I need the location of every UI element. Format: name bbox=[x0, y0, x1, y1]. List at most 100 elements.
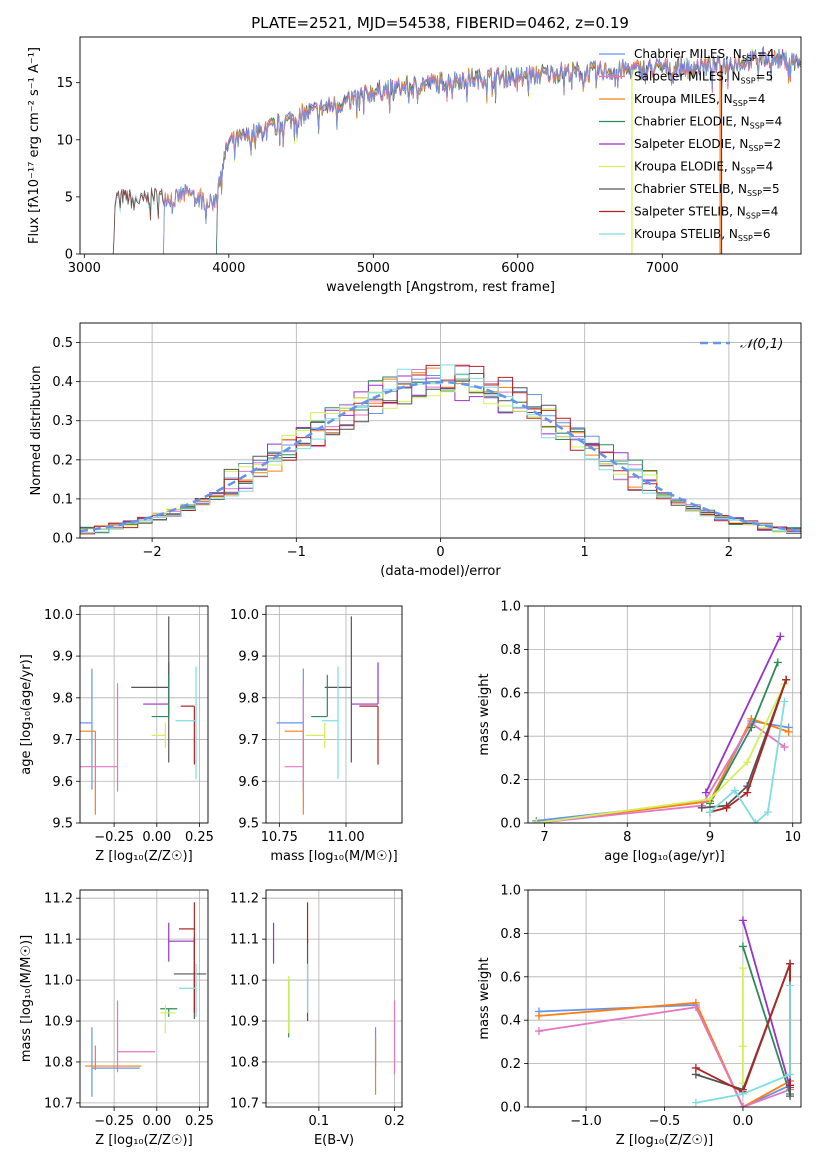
weight-line bbox=[536, 683, 786, 823]
y-tick-label: 0.3 bbox=[52, 414, 73, 429]
x-tick-label: 0.0 bbox=[733, 1114, 754, 1129]
weight-marker bbox=[782, 675, 791, 684]
weight-marker bbox=[738, 1103, 747, 1107]
weight-marker bbox=[738, 1042, 747, 1051]
x-axis-label: wavelength [Angstrom, rest frame] bbox=[326, 280, 555, 295]
weight-line bbox=[705, 636, 782, 793]
weight-line bbox=[695, 985, 791, 1104]
y-axis-label: mass weight bbox=[477, 673, 492, 755]
errorbar-point bbox=[180, 705, 195, 765]
y-tick-label: 9.7 bbox=[52, 733, 73, 748]
weight-line bbox=[701, 679, 787, 809]
weight-marker bbox=[534, 1011, 543, 1020]
legend-entry: Chabrier STELIB, NSSP=5 bbox=[634, 182, 780, 198]
x-axis-label: Z [log₁₀(Z/Z☉)] bbox=[95, 1133, 192, 1148]
axes-frame bbox=[265, 605, 403, 824]
weight-marker bbox=[743, 788, 752, 797]
y-axis-label: Flux [fλ10⁻¹⁷ erg cm⁻² s⁻¹ A⁻¹] bbox=[27, 47, 42, 244]
axes-frame bbox=[265, 889, 403, 1108]
histogram-line bbox=[80, 364, 801, 534]
plot-area bbox=[272, 902, 396, 1095]
weight-marker bbox=[738, 1089, 747, 1098]
y-tick-label: 0.2 bbox=[500, 1057, 521, 1072]
y-tick-label: 10.0 bbox=[44, 608, 73, 623]
x-axis-label: (data-model)/error bbox=[380, 564, 501, 579]
weight-marker bbox=[751, 819, 760, 823]
legend-entry: Salpeter STELIB, NSSP=4 bbox=[634, 205, 778, 221]
errorbar-point bbox=[276, 668, 304, 790]
y-tick-label: 11.1 bbox=[230, 933, 259, 948]
errorbar-point bbox=[351, 662, 379, 705]
weight-line bbox=[709, 701, 786, 823]
weight-marker bbox=[706, 795, 714, 804]
errorbar-point bbox=[168, 922, 195, 962]
x-tick-label: 0.00 bbox=[142, 1114, 171, 1129]
plot-area bbox=[80, 616, 197, 815]
weight-marker bbox=[738, 916, 747, 925]
y-tick-label: 10.7 bbox=[230, 1096, 259, 1111]
legend-entry: Salpeter MILES, NSSP=5 bbox=[634, 70, 773, 86]
y-tick-label: 0.0 bbox=[52, 532, 73, 547]
legend-entry: Salpeter ELODIE, NSSP=2 bbox=[634, 137, 781, 153]
y-tick-label: 0.0 bbox=[500, 817, 521, 832]
plot-area bbox=[534, 916, 795, 1107]
x-tick-label: −1.0 bbox=[570, 1114, 602, 1129]
legend: 𝒩(0,1) bbox=[700, 337, 783, 352]
weight-marker bbox=[532, 819, 541, 823]
weight-line bbox=[538, 1006, 791, 1107]
y-tick-label: 10.8 bbox=[44, 1055, 73, 1070]
y-tick-label: 0.5 bbox=[52, 336, 73, 351]
axes-frame bbox=[527, 889, 802, 1108]
y-tick-label: 9.6 bbox=[238, 775, 259, 790]
errorbar-point bbox=[322, 666, 339, 780]
axes-frame bbox=[527, 605, 802, 824]
y-tick-label: 1.0 bbox=[500, 600, 521, 615]
errorbar-point bbox=[80, 668, 93, 790]
y-tick-label: 9.6 bbox=[52, 775, 73, 790]
weight-line bbox=[742, 946, 791, 1095]
x-tick-label: 3000 bbox=[68, 261, 101, 276]
panel-mass-weight-vs-age: 7 8 9 10 0.0 0.2 0.4 0.6 0.8 1.0 age [log₁₀(age/yr… bbox=[477, 600, 802, 864]
plot-area bbox=[80, 364, 801, 535]
axes-frame bbox=[79, 36, 802, 255]
axes-frame bbox=[79, 889, 209, 1108]
x-axis-label: age [log₁₀(age/yr)] bbox=[604, 849, 725, 864]
panel-mass-vs-EBV: 0.1 0.2 10.7 10.8 10.9 11.0 11.1 11.2 E(B-V) bbox=[230, 889, 405, 1148]
y-tick-label: 9.9 bbox=[52, 650, 73, 665]
y-tick-label: 11.1 bbox=[44, 933, 73, 948]
y-tick-label: 11.0 bbox=[44, 974, 73, 989]
x-tick-label: 11.00 bbox=[327, 830, 364, 845]
weight-marker bbox=[691, 1098, 700, 1107]
y-tick-label: 0.4 bbox=[52, 375, 73, 390]
weight-marker bbox=[743, 758, 752, 767]
y-tick-label: 10.7 bbox=[44, 1096, 73, 1111]
weight-marker bbox=[786, 981, 795, 990]
errorbar-point bbox=[116, 1000, 156, 1073]
legend-entry: Kroupa STELIB, NSSP=6 bbox=[634, 227, 771, 243]
weight-marker bbox=[776, 632, 785, 641]
y-tick-label: 1.0 bbox=[500, 884, 521, 899]
weight-marker bbox=[706, 808, 714, 817]
errorbar-point bbox=[80, 683, 119, 792]
weight-marker bbox=[691, 1063, 700, 1072]
weight-line bbox=[742, 920, 791, 1088]
weight-marker bbox=[691, 1003, 700, 1012]
panel-age-vs-Z: −0.25 0.00 0.25 9.5 9.6 9.7 9.8 9.9 10.0 Z [log₁₀… bbox=[19, 605, 214, 864]
y-tick-label: 9.8 bbox=[52, 691, 73, 706]
y-tick-label: 0.2 bbox=[500, 773, 521, 788]
legend: Chabrier MILES, NSSP=4 Salpeter MILES, NS… bbox=[599, 47, 782, 243]
y-tick-label: 9.8 bbox=[238, 691, 259, 706]
x-tick-label: 7000 bbox=[646, 261, 679, 276]
y-axis-label: mass weight bbox=[477, 957, 492, 1039]
x-tick-label: 0.25 bbox=[185, 830, 214, 845]
x-tick-label: 7 bbox=[540, 830, 548, 845]
y-tick-label: 10.9 bbox=[44, 1015, 73, 1030]
y-tick-label: 0.8 bbox=[500, 643, 521, 658]
x-tick-label: −0.25 bbox=[94, 1114, 134, 1129]
y-tick-label: 15 bbox=[56, 76, 73, 91]
x-tick-label: 0.2 bbox=[384, 1114, 405, 1129]
y-axis-label: Normed distribution bbox=[29, 366, 44, 496]
x-tick-label: 0 bbox=[436, 545, 444, 560]
y-tick-label: 0.2 bbox=[52, 453, 73, 468]
